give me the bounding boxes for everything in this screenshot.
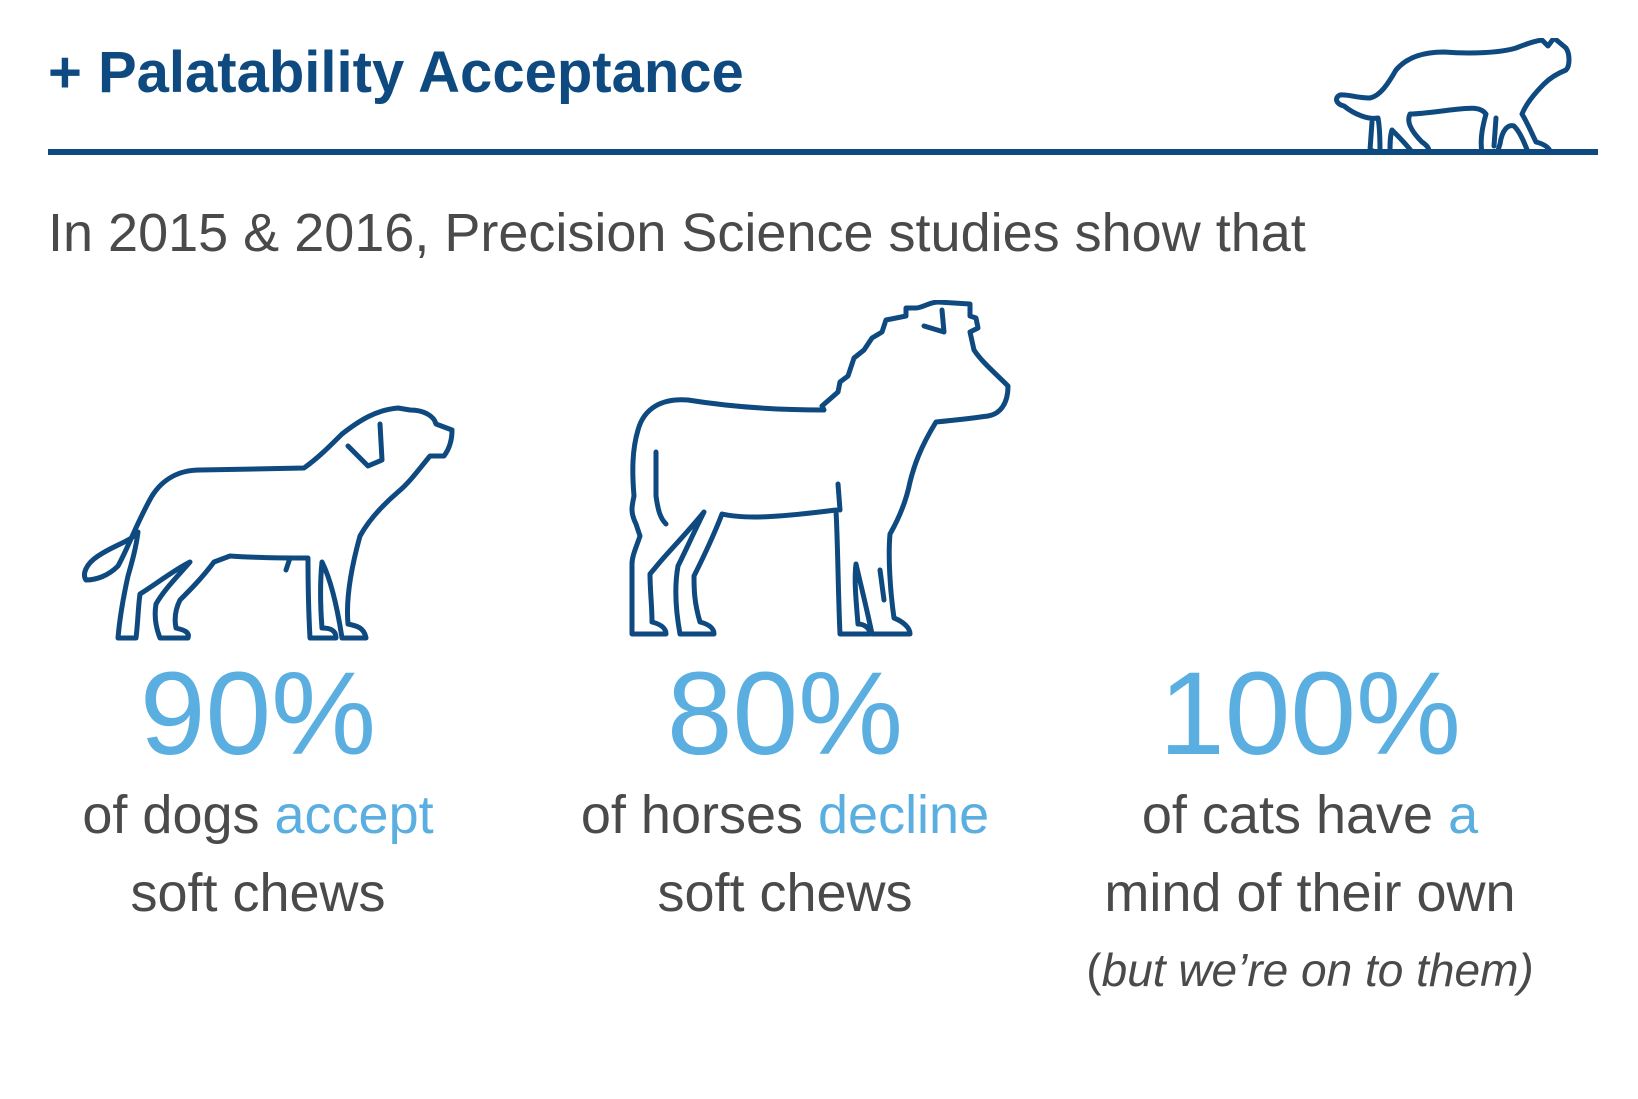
stat-percent: 100% (1159, 648, 1461, 780)
stat-description: of horses decline (580, 785, 990, 845)
stat-percent: 80% (666, 648, 904, 780)
stat-description: of dogs accept (82, 785, 434, 845)
horse-icon (629, 300, 1011, 637)
stat-description: of cats have a (1141, 785, 1479, 845)
stat-note: (but we’re on to them) (1086, 944, 1534, 996)
stat-dogs: 90% of dogs accept soft chews (58, 654, 458, 934)
stat-highlight: a (1448, 785, 1479, 845)
stat-highlight: decline (818, 785, 990, 845)
intro-text: In 2015 & 2016, Precision Science studie… (48, 203, 1306, 263)
title-divider (48, 149, 1598, 155)
stat-horses: 80% of horses decline soft chews (560, 654, 1010, 934)
stat-cats: 100% of cats have a mind of their own (b… (1070, 654, 1550, 1002)
stat-highlight-line2: mind of their own (1104, 863, 1516, 923)
dog-icon (82, 405, 455, 641)
stat-description-line2: soft chews (657, 863, 913, 923)
page-title: + Palatability Acceptance (48, 40, 744, 105)
stat-percent: 90% (139, 648, 377, 780)
stat-description-line2: soft chews (130, 863, 386, 923)
cat-icon (1334, 38, 1572, 155)
stat-highlight: accept (274, 785, 434, 845)
header: + Palatability Acceptance (48, 38, 1598, 158)
